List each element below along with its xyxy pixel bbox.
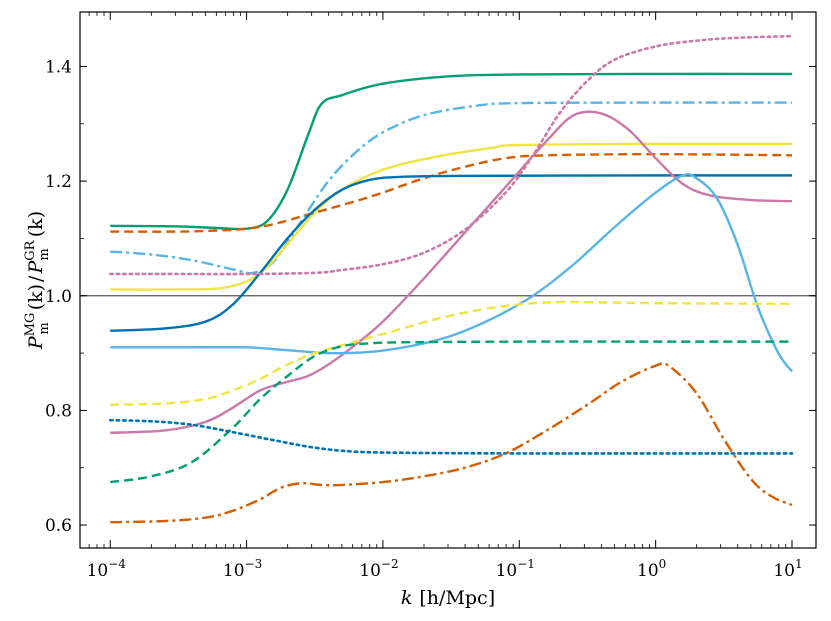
y-tick-label: 1.2: [45, 172, 72, 192]
ticks-layer: 0.6 0.8 1.0 1.2 1.4 10−4 10−3 10−2 10−1 100 101: [45, 12, 816, 581]
y-tick-label: 0.8: [45, 401, 72, 421]
series-line-green-dashed: [110, 340, 792, 484]
series-layer: [108, 34, 794, 524]
series-line-pink-dotted: [108, 34, 794, 276]
x-tick-label: 10−3: [223, 557, 262, 581]
x-axis-label: k [h/Mpc]: [401, 587, 495, 609]
x-tick-label: 10−2: [359, 557, 398, 581]
series-line-vermillion-dashdot: [110, 362, 793, 524]
y-tick-label: 1.0: [45, 287, 72, 307]
series-line-skyblue-dashdot: [110, 101, 792, 275]
series-line-vermillion-dashed: [110, 152, 793, 233]
series-line-blue-dotted: [108, 418, 794, 455]
x-tick-label: 10−1: [496, 557, 535, 581]
series-line-yellow-solid: [110, 142, 792, 291]
series-line-green-solid: [110, 72, 792, 231]
x-tick-label: 101: [773, 557, 802, 581]
series-line-yellow-dashed: [110, 300, 792, 406]
x-tick-label: 10−4: [87, 557, 127, 581]
svg-text:PMGm(k)/PGRm(k): PMGm(k)/PGRm(k): [23, 211, 52, 350]
y-tick-label: 1.4: [45, 57, 72, 77]
y-axis-label: PMGm(k)/PGRm(k): [23, 211, 52, 350]
series-line-blue-solid: [110, 174, 792, 332]
plot-frame: [79, 11, 817, 549]
series-line-skyblue-solid: [110, 173, 793, 373]
series-line-pink-solid: [110, 110, 793, 434]
y-tick-label: 0.6: [45, 516, 72, 536]
x-tick-label: 100: [637, 557, 666, 581]
